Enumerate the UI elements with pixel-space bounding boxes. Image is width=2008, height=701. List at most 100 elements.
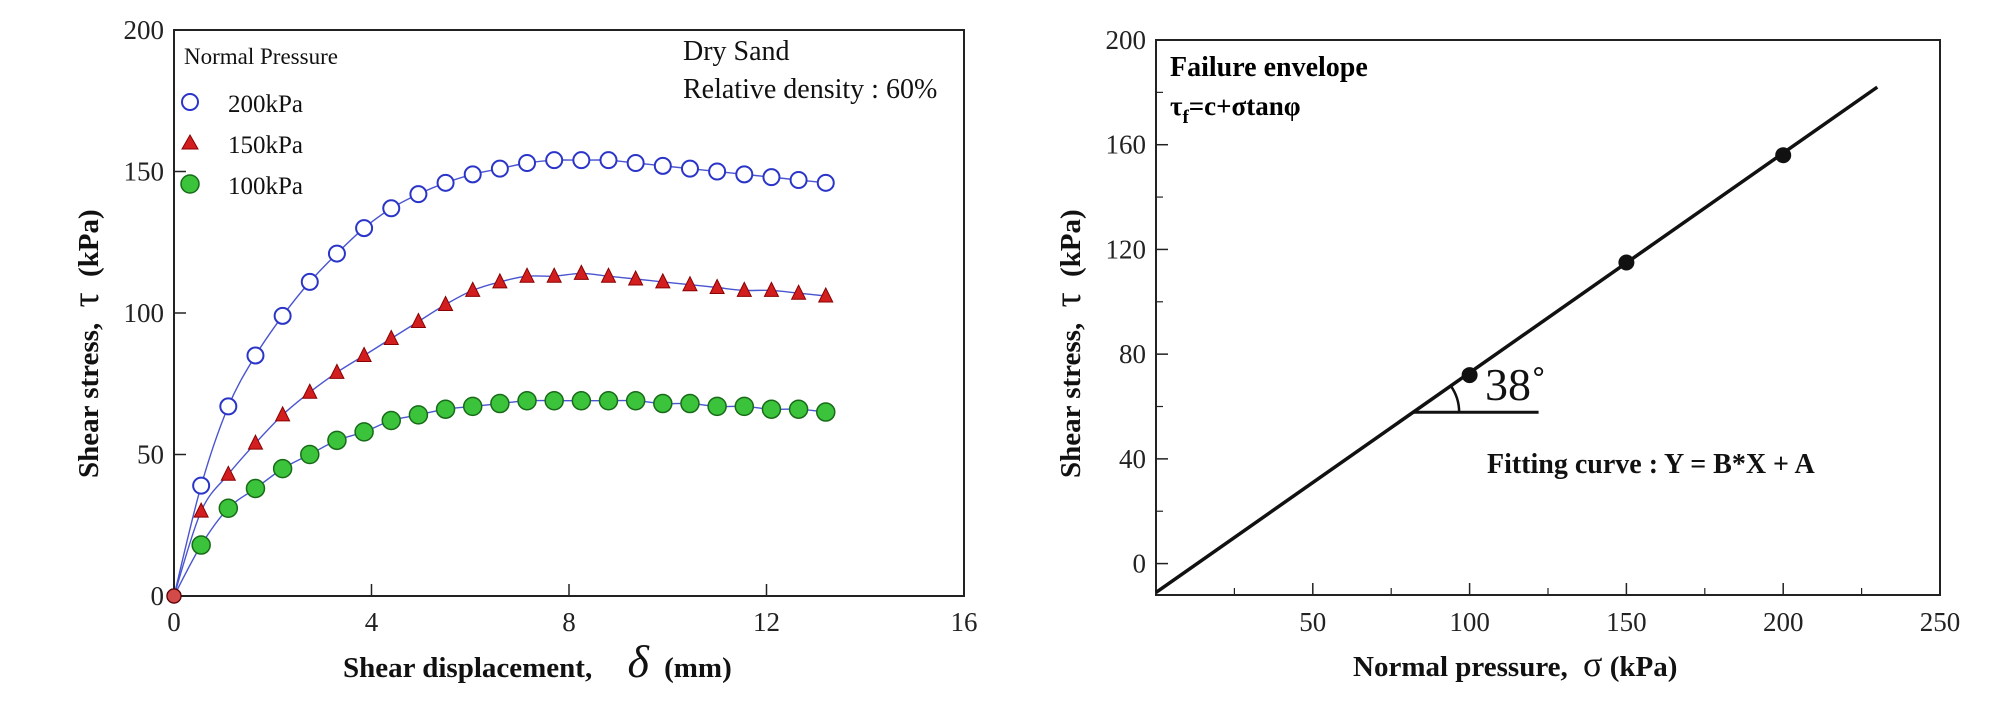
y-tick-label: 50 xyxy=(137,440,164,470)
data-point xyxy=(517,390,537,411)
equation-rest: =c+σtanφ xyxy=(1189,91,1301,121)
y-axis-label-symbol: τ xyxy=(65,292,107,307)
data-point xyxy=(246,346,265,365)
fit-line xyxy=(1154,85,1879,594)
data-point xyxy=(218,498,239,519)
data-point xyxy=(274,405,291,422)
data-point xyxy=(437,295,454,312)
data-point xyxy=(735,165,754,184)
equation-tau: τ xyxy=(1170,91,1183,121)
data-point xyxy=(626,154,645,173)
data-point xyxy=(463,165,482,184)
equation-subscript: f xyxy=(1182,107,1189,128)
data-point xyxy=(545,151,564,170)
data-point xyxy=(625,390,646,411)
data-point xyxy=(301,383,318,399)
data-point xyxy=(789,170,808,189)
data-point xyxy=(598,390,619,411)
data-point xyxy=(383,329,400,345)
y-axis-label-text: Shear stress, xyxy=(1055,323,1087,478)
data-point xyxy=(573,264,590,280)
data-point xyxy=(816,173,835,192)
annotation-equation: τf=c+σtanφ xyxy=(1170,91,1301,128)
data-point xyxy=(492,272,508,289)
data-point xyxy=(490,393,510,414)
data-point-origin xyxy=(166,588,182,604)
data-point xyxy=(193,501,209,518)
x-axis-label: Shear displacement, δ (mm) xyxy=(343,636,732,687)
annotation-failure-envelope: Failure envelope xyxy=(1170,52,1368,83)
data-point xyxy=(817,286,834,303)
legend-label: 200kPa xyxy=(228,91,303,118)
annotation-dry-sand: Dry Sand xyxy=(683,36,790,67)
y-axis-label-text: Shear stress, xyxy=(73,323,105,478)
y-axis-label-symbol: τ xyxy=(1047,292,1089,307)
x-tick-label: 100 xyxy=(1449,607,1490,637)
data-point xyxy=(544,390,564,411)
data-point xyxy=(680,159,699,178)
data-point xyxy=(220,465,237,481)
y-axis-label-unit: (kPa) xyxy=(73,209,105,277)
x-tick-label: 200 xyxy=(1763,607,1804,637)
y-tick-label: 0 xyxy=(151,581,165,611)
data-point xyxy=(763,281,780,297)
x-tick-label: 12 xyxy=(753,607,780,637)
y-tick-label: 40 xyxy=(1119,444,1146,474)
data-point xyxy=(327,430,347,451)
data-point xyxy=(600,267,617,283)
data-point xyxy=(571,390,592,411)
right-ticks: 50 100 150 200 250 0 40 80 120 160 200 xyxy=(1106,25,1961,637)
data-point xyxy=(381,410,401,431)
y-tick-label: 0 xyxy=(1133,549,1147,579)
x-axis-label-text: Normal pressure, xyxy=(1353,651,1568,683)
data-point xyxy=(788,399,809,419)
y-tick-label: 100 xyxy=(124,298,165,328)
x-axis-label: Normal pressure, σ (kPa) xyxy=(1353,644,1677,684)
data-point xyxy=(709,278,725,295)
data-point xyxy=(519,267,535,283)
data-point xyxy=(790,284,807,300)
angle-arc xyxy=(1449,385,1461,413)
data-point xyxy=(247,434,264,450)
fitting-curve-label: Fitting curve : Y = B*X + A xyxy=(1487,449,1815,480)
data-point xyxy=(382,199,401,218)
x-tick-label: 4 xyxy=(365,607,379,637)
data-point xyxy=(219,397,238,416)
right-chart: 50 100 150 200 250 0 40 80 120 160 200 Failure env… xyxy=(1047,25,1960,684)
data-point xyxy=(682,275,698,292)
legend-title: Normal Pressure xyxy=(184,44,338,69)
legend-label: 150kPa xyxy=(228,132,303,159)
data-point xyxy=(653,156,672,175)
x-tick-label: 50 xyxy=(1299,607,1326,637)
y-axis-label: Shear stress, τ (kPa) xyxy=(65,209,107,478)
y-tick-label: 200 xyxy=(1106,25,1147,55)
x-axis-label-text: Shear displacement, xyxy=(343,652,592,684)
data-point xyxy=(1618,254,1635,271)
data-point xyxy=(707,396,727,417)
x-axis-label-unit: (kPa) xyxy=(1610,651,1678,683)
data-point xyxy=(272,458,293,479)
data-point xyxy=(354,422,374,442)
data-point xyxy=(708,162,727,181)
y-tick-label: 150 xyxy=(124,157,165,187)
data-point xyxy=(680,393,700,414)
data-point xyxy=(546,267,562,283)
data-point xyxy=(627,269,644,286)
data-point xyxy=(409,185,428,204)
data-point xyxy=(245,478,266,499)
data-point xyxy=(300,444,320,465)
data-point xyxy=(436,173,455,192)
series-curve xyxy=(173,159,826,597)
annotation-relative-density: Relative density : 60% xyxy=(683,74,937,105)
y-axis-label-unit: (kPa) xyxy=(1055,209,1087,277)
data-point xyxy=(464,281,481,297)
series-curve xyxy=(173,399,826,597)
left-series xyxy=(166,151,836,604)
data-point xyxy=(329,363,345,379)
data-point xyxy=(761,399,782,419)
x-tick-label: 16 xyxy=(951,607,978,637)
x-axis-label-symbol: δ xyxy=(627,636,649,687)
data-point xyxy=(1775,147,1792,164)
x-tick-label: 150 xyxy=(1606,607,1647,637)
data-point xyxy=(572,151,591,170)
